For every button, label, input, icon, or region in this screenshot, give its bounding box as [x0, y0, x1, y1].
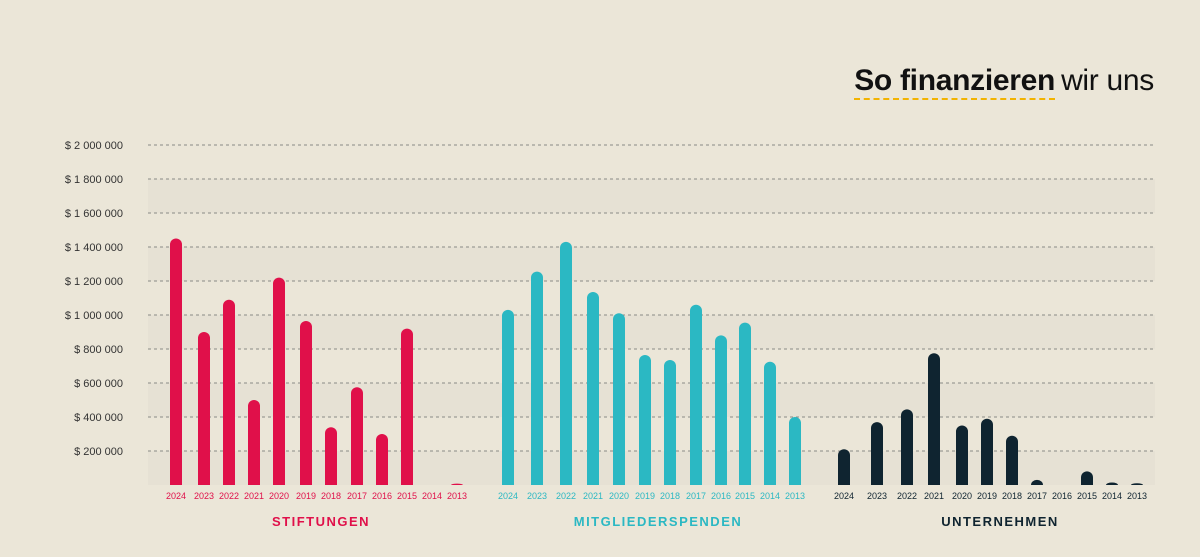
- x-tick-label: 2014: [422, 491, 442, 501]
- bar: [639, 354, 651, 485]
- x-tick-label: 2021: [244, 491, 264, 501]
- x-tick-label: 2014: [1102, 491, 1122, 501]
- bar: [1131, 483, 1143, 485]
- x-tick-label: 2021: [924, 491, 944, 501]
- bar: [1006, 435, 1018, 485]
- x-tick-label: 2016: [372, 491, 392, 501]
- x-tick-label: 2021: [583, 491, 603, 501]
- x-tick-label: 2020: [269, 491, 289, 501]
- bar: [789, 417, 801, 485]
- x-tick-label: 2017: [1027, 491, 1047, 501]
- bar: [376, 434, 388, 485]
- x-tick-label: 2014: [760, 491, 780, 501]
- bar: [901, 409, 913, 485]
- y-tick-label: $ 200 000: [74, 446, 123, 458]
- x-tick-label: 2019: [296, 491, 316, 501]
- x-tick-label: 2018: [660, 491, 680, 501]
- x-tick-label: 2013: [1127, 491, 1147, 501]
- grid-band: [148, 179, 1155, 213]
- bar: [502, 309, 514, 485]
- x-tick-label: 2017: [347, 491, 367, 501]
- bar: [764, 361, 776, 485]
- x-tick-label: 2022: [219, 491, 239, 501]
- x-tick-label: 2023: [867, 491, 887, 501]
- bar: [1031, 479, 1043, 485]
- bar: [451, 483, 463, 485]
- grid-band: [148, 247, 1155, 281]
- bar: [248, 400, 260, 485]
- chart-title-light: wir uns: [1061, 64, 1154, 97]
- bar: [300, 320, 312, 485]
- x-tick-label: 2024: [166, 491, 186, 501]
- bar: [739, 322, 751, 485]
- bar: [664, 360, 676, 485]
- bar: [981, 418, 993, 485]
- bar: [351, 387, 363, 485]
- group-label: STIFTUNGEN: [272, 514, 370, 529]
- bar: [170, 238, 182, 485]
- grid-band: [148, 451, 1155, 485]
- x-tick-label: 2013: [785, 491, 805, 501]
- x-tick-label: 2015: [1077, 491, 1097, 501]
- x-tick-label: 2015: [735, 491, 755, 501]
- x-tick-label: 2020: [952, 491, 972, 501]
- x-tick-label: 2016: [711, 491, 731, 501]
- group-label: MITGLIEDERSPENDEN: [574, 514, 743, 529]
- x-tick-label: 2018: [1002, 491, 1022, 501]
- y-tick-label: $ 800 000: [74, 344, 123, 356]
- chart-title-bold: So finanzieren: [854, 64, 1056, 97]
- x-tick-label: 2020: [609, 491, 629, 501]
- y-tick-label: $ 2 000 000: [65, 140, 123, 152]
- bar: [560, 241, 572, 485]
- x-tick-label: 2022: [556, 491, 576, 501]
- x-tick-label: 2023: [527, 491, 547, 501]
- bar: [715, 335, 727, 485]
- x-tick-label: 2017: [686, 491, 706, 501]
- y-tick-label: $ 1 200 000: [65, 276, 123, 288]
- grid-band: [148, 383, 1155, 417]
- y-tick-label: $ 600 000: [74, 378, 123, 390]
- x-tick-label: 2015: [397, 491, 417, 501]
- chart-title: So finanzieren wir uns: [854, 64, 1154, 98]
- bar: [273, 277, 285, 485]
- x-tick-label: 2022: [897, 491, 917, 501]
- x-tick-label: 2024: [498, 491, 518, 501]
- x-tick-label: 2016: [1052, 491, 1072, 501]
- bar: [1081, 471, 1093, 485]
- x-tick-label: 2024: [834, 491, 854, 501]
- y-tick-label: $ 1 800 000: [65, 174, 123, 186]
- bar: [401, 328, 413, 485]
- x-tick-label: 2019: [635, 491, 655, 501]
- bar: [325, 427, 337, 485]
- y-tick-label: $ 1 000 000: [65, 310, 123, 322]
- bar: [956, 425, 968, 485]
- bar: [871, 422, 883, 485]
- y-tick-label: $ 400 000: [74, 412, 123, 424]
- bar: [613, 313, 625, 485]
- y-tick-label: $ 1 400 000: [65, 242, 123, 254]
- bar: [198, 332, 210, 485]
- y-tick-label: $ 1 600 000: [65, 208, 123, 220]
- bar: [838, 449, 850, 485]
- bar: [928, 353, 940, 485]
- x-tick-label: 2019: [977, 491, 997, 501]
- bar: [223, 299, 235, 485]
- bar: [587, 292, 599, 485]
- bar: [690, 304, 702, 485]
- grid-band: [148, 315, 1155, 349]
- bar: [1106, 482, 1118, 485]
- x-tick-label: 2018: [321, 491, 341, 501]
- x-tick-label: 2013: [447, 491, 467, 501]
- x-tick-label: 2023: [194, 491, 214, 501]
- bar: [531, 271, 543, 485]
- group-label: UNTERNEHMEN: [941, 514, 1059, 529]
